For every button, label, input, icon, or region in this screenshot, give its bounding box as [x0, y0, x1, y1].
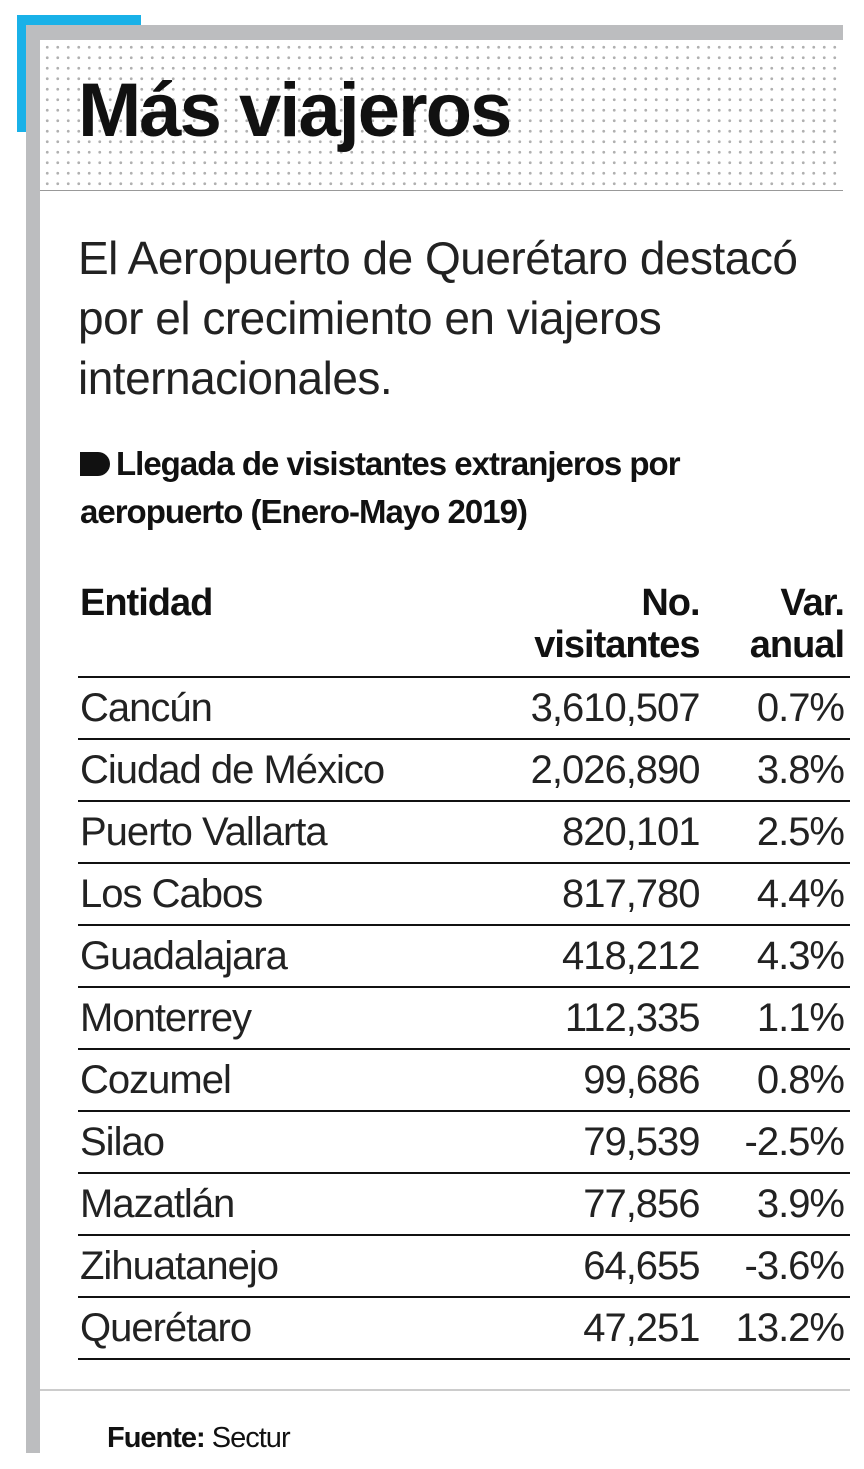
source-value: Sectur: [211, 1422, 291, 1454]
table-row: Los Cabos 817,780 4.4%: [78, 863, 850, 926]
table-header-row: Entidad No. visitantes Var. anual: [78, 582, 850, 678]
entity-cell: Ciudad de México: [78, 739, 486, 802]
table-row: Guadalajara 418,212 4.3%: [78, 925, 850, 988]
entity-cell: Puerto Vallarta: [78, 801, 486, 864]
visitors-cell: 820,101: [486, 801, 706, 864]
variation-cell: 3.9%: [705, 1173, 850, 1236]
variation-cell: 13.2%: [705, 1297, 850, 1360]
page-title: Más viajeros: [78, 68, 512, 153]
visitors-cell: 47,251: [486, 1297, 706, 1360]
visitors-cell: 79,539: [486, 1111, 706, 1174]
table-row: Puerto Vallarta 820,101 2.5%: [78, 801, 850, 864]
entity-cell: Guadalajara: [78, 925, 486, 988]
entity-cell: Silao: [78, 1111, 486, 1174]
frame-top-bar: [26, 25, 843, 40]
variation-cell: -2.5%: [705, 1111, 850, 1174]
entity-cell: Mazatlán: [78, 1173, 486, 1236]
entity-cell: Monterrey: [78, 987, 486, 1050]
subtitle: El Aeropuerto de Querétaro destacó por e…: [78, 232, 798, 404]
table-row: Silao 79,539 -2.5%: [78, 1111, 850, 1174]
table-row: Cozumel 99,686 0.8%: [78, 1049, 850, 1112]
divider: [40, 1389, 850, 1391]
data-table: Entidad No. visitantes Var. anual Cancún 3,61…: [78, 582, 850, 1360]
table-row: Monterrey 112,335 1.1%: [78, 987, 850, 1050]
entity-cell: Cozumel: [78, 1049, 486, 1112]
variation-cell: 0.7%: [705, 677, 850, 740]
bullet-marker-icon: [80, 452, 110, 476]
visitors-cell: 77,856: [486, 1173, 706, 1236]
visitors-cell: 64,655: [486, 1235, 706, 1298]
visitors-cell: 3,610,507: [486, 677, 706, 740]
table-title: Llegada de visistantes extranjeros por a…: [80, 440, 840, 536]
variation-cell: -3.6%: [705, 1235, 850, 1298]
variation-cell: 2.5%: [705, 801, 850, 864]
table-row: Querétaro 47,251 13.2%: [78, 1297, 850, 1360]
visitors-cell: 99,686: [486, 1049, 706, 1112]
variation-cell: 4.3%: [705, 925, 850, 988]
table-row: Ciudad de México 2,026,890 3.8%: [78, 739, 850, 802]
table-title-text: Llegada de visistantes extranjeros por a…: [80, 445, 681, 530]
source: Fuente: Sectur: [107, 1422, 291, 1455]
frame-left-bar: [26, 25, 40, 1453]
table-row: Zihuatanejo 64,655 -3.6%: [78, 1235, 850, 1298]
column-header: No. visitantes: [486, 582, 706, 678]
table-row: Cancún 3,610,507 0.7%: [78, 677, 850, 740]
variation-cell: 1.1%: [705, 987, 850, 1050]
entity-cell: Los Cabos: [78, 863, 486, 926]
entity-cell: Querétaro: [78, 1297, 486, 1360]
visitors-cell: 2,026,890: [486, 739, 706, 802]
table-row: Mazatlán 77,856 3.9%: [78, 1173, 850, 1236]
title-background: [40, 40, 843, 191]
column-header: Entidad: [78, 582, 486, 678]
visitors-cell: 418,212: [486, 925, 706, 988]
visitors-cell: 112,335: [486, 987, 706, 1050]
entity-cell: Cancún: [78, 677, 486, 740]
variation-cell: 0.8%: [705, 1049, 850, 1112]
visitors-cell: 817,780: [486, 863, 706, 926]
entity-cell: Zihuatanejo: [78, 1235, 486, 1298]
source-label: Fuente:: [107, 1422, 206, 1454]
variation-cell: 3.8%: [705, 739, 850, 802]
column-header: Var. anual: [705, 582, 850, 678]
variation-cell: 4.4%: [705, 863, 850, 926]
